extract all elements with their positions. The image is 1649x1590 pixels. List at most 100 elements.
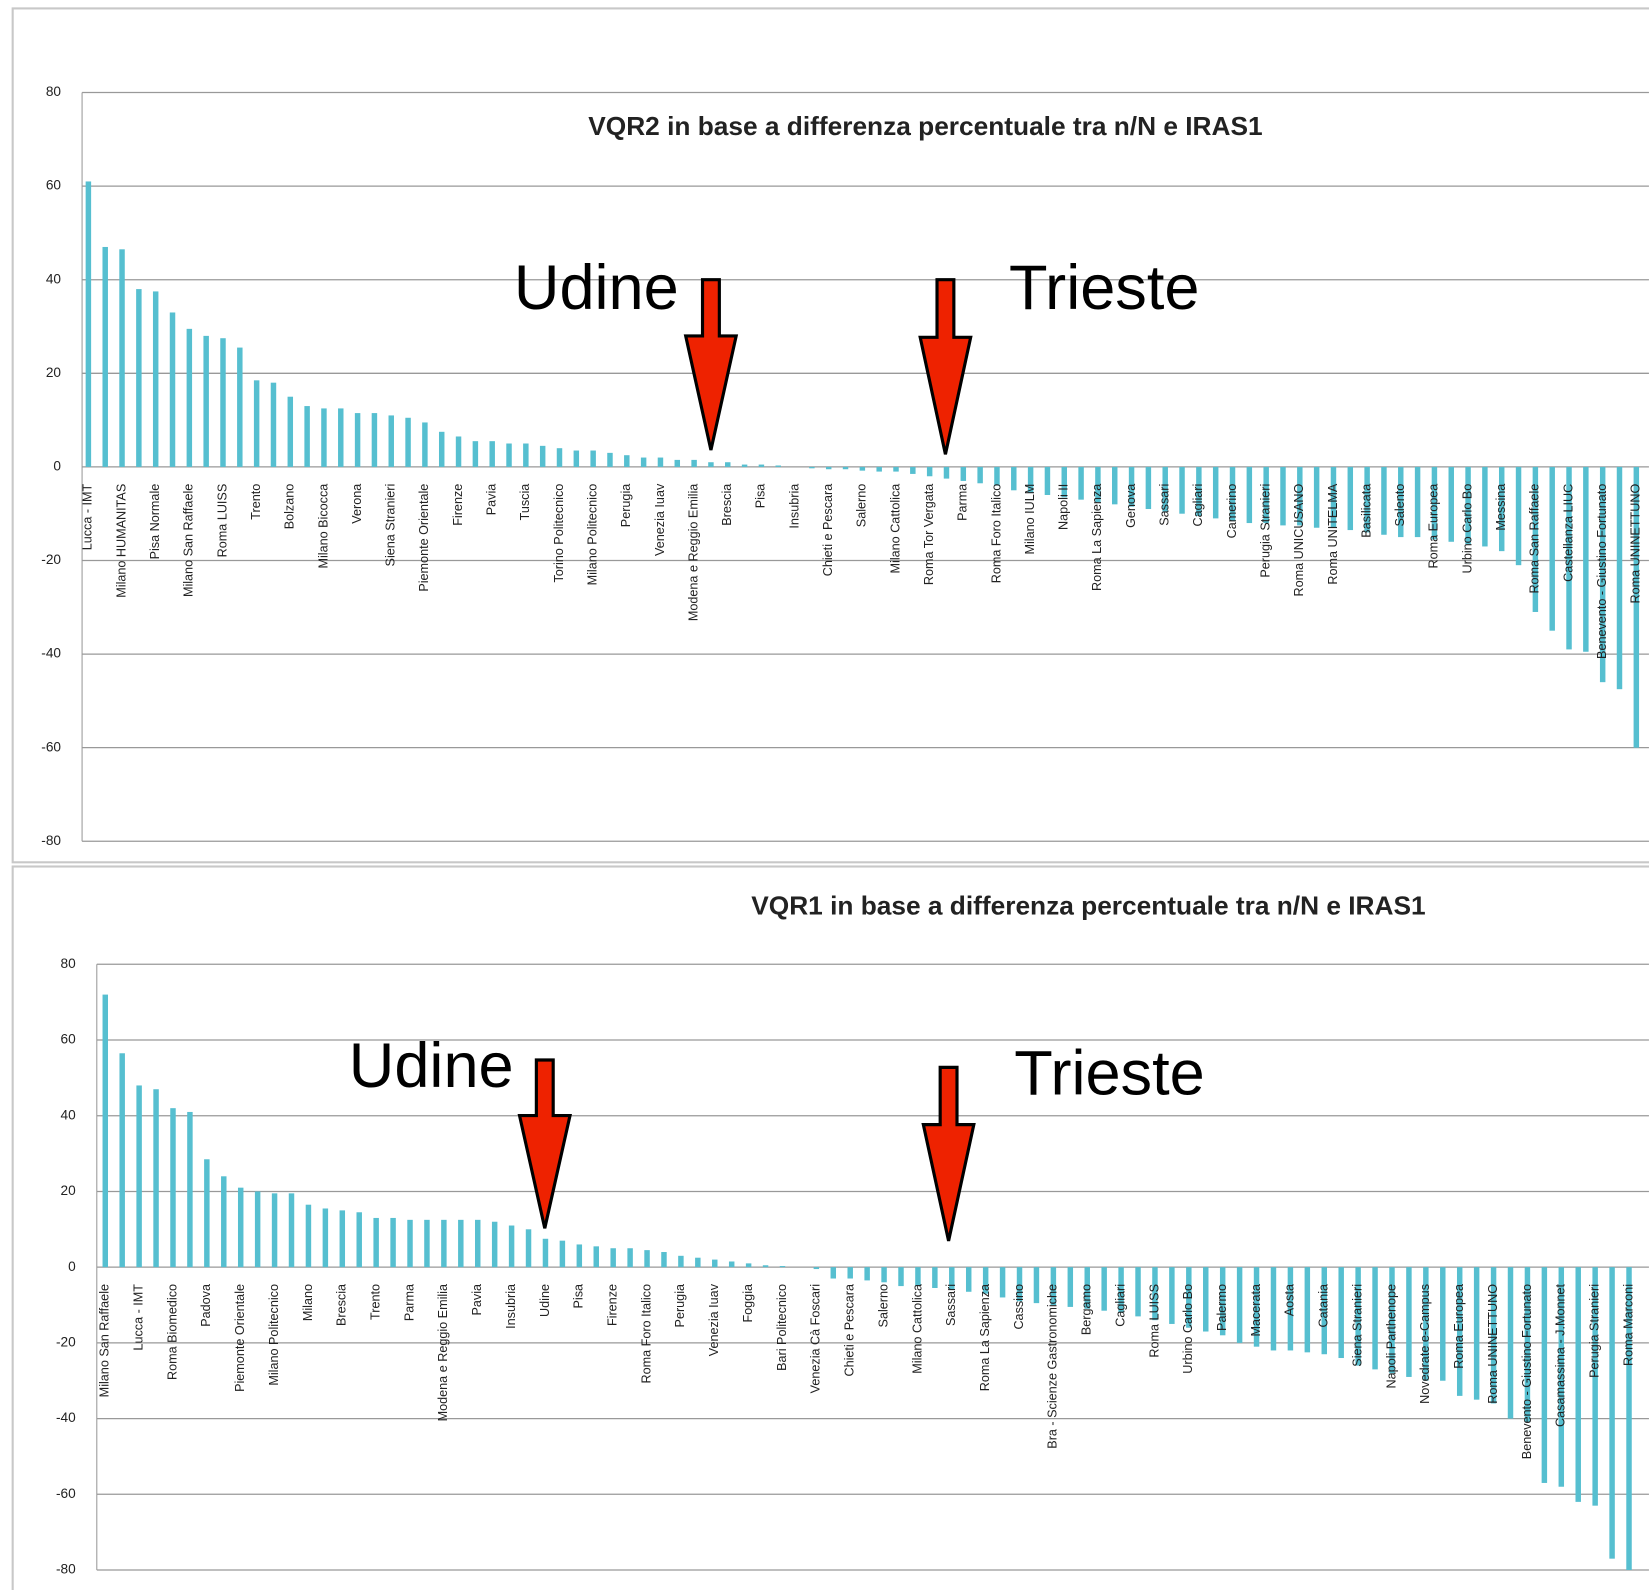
x-tick-label: Roma UNICUSANO xyxy=(1292,484,1306,597)
bar xyxy=(1145,466,1152,510)
bar xyxy=(1507,1267,1514,1419)
bar xyxy=(237,1187,244,1268)
bar xyxy=(943,466,950,479)
annotation: Udine xyxy=(514,253,679,323)
bar xyxy=(624,455,630,467)
x-tick-label: Cagliari xyxy=(1191,484,1205,527)
bar xyxy=(270,382,277,467)
panel-frame xyxy=(11,865,1649,1590)
bar xyxy=(422,422,428,467)
x-tick-label: Lucca - IMT xyxy=(81,483,95,550)
bar xyxy=(1465,466,1471,545)
bar xyxy=(1186,1267,1192,1328)
x-tick-label: Insubria xyxy=(787,483,801,529)
x-tick-label: Napoli II xyxy=(1057,484,1071,530)
bar xyxy=(1626,1267,1632,1571)
x-tick-label: Firenze xyxy=(451,484,465,526)
bar xyxy=(1549,466,1555,631)
bar xyxy=(758,464,765,467)
x-tick-label: Siena Stranieri xyxy=(1350,1284,1364,1367)
bar xyxy=(271,1193,278,1268)
bar xyxy=(455,436,462,467)
bar xyxy=(813,1267,820,1270)
x-tick-label: Roma Foro Italico xyxy=(639,1284,653,1384)
y-tick-label: -60 xyxy=(41,739,61,754)
bar xyxy=(1440,1267,1446,1381)
annotation: Trieste xyxy=(1014,1039,1204,1109)
x-tick-label: Cassino xyxy=(1012,1284,1026,1330)
x-tick-label: Venezia Iuav xyxy=(707,1283,721,1356)
bar xyxy=(1431,466,1438,540)
bar xyxy=(542,1238,549,1268)
bar xyxy=(1347,466,1354,531)
bar xyxy=(136,289,142,467)
x-tick-label: Tuscia xyxy=(518,483,532,521)
bar xyxy=(893,466,899,472)
x-tick-label: Roma UNINETTUNO xyxy=(1629,484,1643,604)
bar xyxy=(1609,1267,1615,1559)
bar xyxy=(556,448,563,467)
bar xyxy=(830,1267,837,1279)
x-tick-label: Perugia xyxy=(619,483,633,527)
bar xyxy=(661,1252,667,1268)
bar xyxy=(1169,1267,1175,1324)
bar xyxy=(1112,466,1118,505)
bar xyxy=(304,406,310,467)
bar xyxy=(371,413,378,467)
x-tick-label: Salerno xyxy=(855,484,869,527)
bar xyxy=(1338,1267,1344,1359)
x-tick-label: Milano San Raffaele xyxy=(98,1284,112,1397)
x-tick-label: Venezia Cà Foscari xyxy=(809,1284,823,1393)
y-tick-label: -40 xyxy=(56,1410,76,1425)
bar xyxy=(960,466,967,481)
bar xyxy=(321,408,327,467)
bar xyxy=(1246,466,1253,524)
x-tick-label: Padova xyxy=(199,1283,213,1327)
annotation: Udine xyxy=(349,1031,514,1101)
x-tick-label: Milano San Raffaele xyxy=(182,484,196,597)
bar xyxy=(994,466,1000,486)
bar xyxy=(1263,466,1269,524)
x-tick-label: Roma LUISS xyxy=(1147,1284,1161,1358)
bar xyxy=(1078,466,1084,500)
y-tick-label: 0 xyxy=(53,459,61,474)
x-tick-label: Roma Tor Vergata xyxy=(922,483,936,585)
x-tick-label: Salerno xyxy=(876,1284,890,1327)
bar xyxy=(508,1225,515,1268)
x-tick-label: Roma San Raffaele xyxy=(1528,484,1542,594)
bar xyxy=(1128,466,1135,507)
x-tick-label: Pisa xyxy=(572,1283,586,1309)
x-tick-label: Lucca - IMT xyxy=(131,1284,145,1351)
x-tick-label: Insubria xyxy=(504,1283,518,1329)
bar xyxy=(1219,1267,1226,1336)
bar xyxy=(1473,1267,1480,1400)
bar xyxy=(1515,466,1522,566)
x-tick-label: Catania xyxy=(1317,1283,1331,1327)
x-tick-label: Genova xyxy=(1124,483,1138,528)
bar xyxy=(847,1267,853,1279)
bar xyxy=(678,1255,684,1268)
bar xyxy=(1016,1267,1023,1302)
bar xyxy=(593,1246,599,1268)
bar xyxy=(1575,1267,1581,1502)
x-tick-label: Firenze xyxy=(606,1284,620,1326)
bar xyxy=(1423,1267,1429,1381)
x-tick-label: Bergamo xyxy=(1080,1284,1094,1335)
bar xyxy=(1616,466,1623,690)
x-tick-label: Verona xyxy=(350,483,364,524)
x-tick-label: Milano IULM xyxy=(1023,484,1037,555)
bar xyxy=(762,1265,769,1268)
x-tick-label: Parma xyxy=(956,483,970,521)
y-tick-label: 60 xyxy=(61,1032,77,1047)
y-tick-label: -20 xyxy=(41,552,61,567)
bar xyxy=(102,246,108,467)
x-tick-label: Milano xyxy=(301,1284,315,1321)
bar xyxy=(1498,466,1505,552)
x-tick-label: Salento xyxy=(1393,484,1407,527)
bar xyxy=(1179,466,1185,514)
bar xyxy=(119,1053,125,1268)
bar xyxy=(1633,466,1640,748)
bar xyxy=(825,466,832,470)
bar xyxy=(1541,1267,1548,1483)
bar xyxy=(876,466,882,472)
